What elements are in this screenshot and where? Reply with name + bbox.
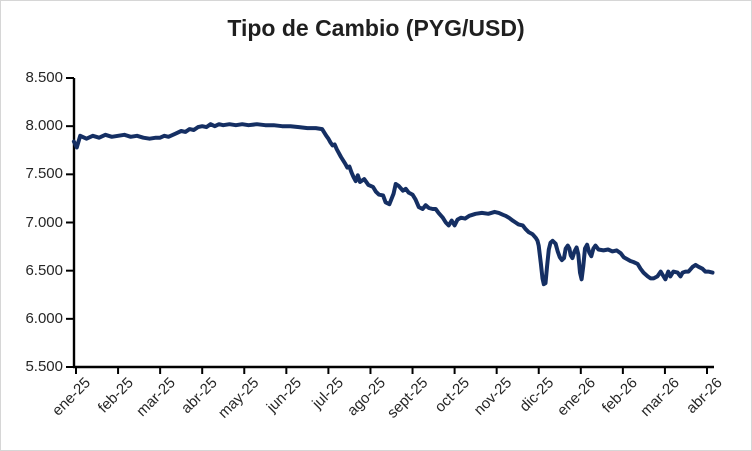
y-axis-label: 6.500 [25,261,63,279]
y-axis-label: 8.500 [25,69,63,86]
y-axis-label: 5.500 [25,358,63,375]
y-axis-label: 7.500 [25,165,63,183]
exchange-rate-line [71,122,715,287]
y-axis-label: 8.000 [25,117,63,135]
axes [72,78,714,369]
y-axis-label: 6.000 [25,309,63,327]
y-axis-label: 7.000 [25,213,63,231]
exchange-rate-line-series [71,122,715,287]
chart-title: Tipo de Cambio (PYG/USD) [227,15,525,41]
axis-ticks [66,77,708,374]
